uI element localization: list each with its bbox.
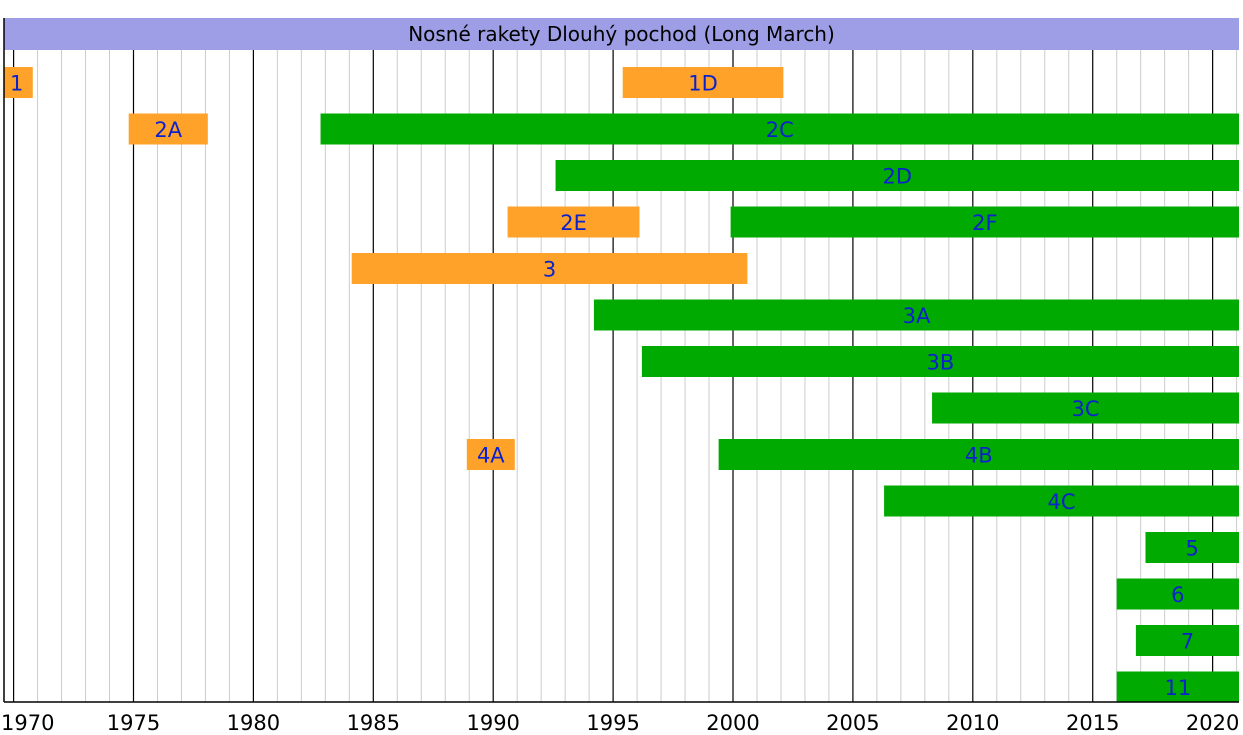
x-tick-label: 2020 — [1186, 711, 1239, 735]
bar-label: 11 — [1164, 676, 1191, 700]
x-tick-label: 1995 — [586, 711, 639, 735]
bar-label: 1D — [688, 72, 718, 96]
bar-4b — [718, 439, 1239, 470]
bar-label: 2C — [766, 118, 794, 142]
bar-label: 2E — [560, 211, 587, 235]
bar-label: 4C — [1048, 490, 1076, 514]
bar-3a — [593, 299, 1239, 331]
bar-label: 2A — [154, 118, 182, 142]
bar-5 — [1145, 532, 1239, 563]
x-tick-label: 2010 — [946, 711, 999, 735]
bar-2c — [320, 113, 1239, 145]
bar-3b — [641, 346, 1239, 377]
bar-3c — [932, 392, 1239, 424]
bar-label: 4B — [965, 444, 993, 468]
bar-label: 3B — [927, 351, 955, 375]
bar-2f — [730, 206, 1239, 238]
x-tick-label: 2005 — [826, 711, 879, 735]
bar-label: 5 — [1186, 537, 1199, 561]
bar-7 — [1135, 625, 1239, 656]
bar-label: 4A — [477, 444, 505, 468]
bar-2a — [128, 113, 208, 145]
bar-6 — [1116, 578, 1239, 610]
x-tick-label: 1985 — [347, 711, 400, 735]
bar-1d — [622, 67, 784, 98]
bar-4c — [884, 485, 1239, 517]
bar-label: 7 — [1181, 630, 1194, 654]
bar-label: 1 — [10, 72, 23, 96]
x-tick-label: 1970 — [1, 711, 54, 735]
chart-title: Nosné rakety Dlouhý pochod (Long March) — [408, 22, 835, 46]
x-tick-label: 2015 — [1066, 711, 1119, 735]
x-tick-label: 1980 — [227, 711, 280, 735]
bar-2d — [555, 160, 1239, 191]
bar-label: 3 — [543, 258, 556, 282]
bar-label: 3A — [903, 304, 931, 328]
bars-layer: 1 1D 2A 2C 2D 2E 2F 3 3A 3B 3C 4A 4B 4C 56 7 11 — [4, 67, 1239, 703]
bar-3 — [351, 253, 748, 284]
bar-1 — [4, 67, 33, 98]
bar-2e — [507, 206, 640, 238]
bar-11 — [1116, 671, 1239, 703]
x-tick-label: 1990 — [466, 711, 519, 735]
bar-4a — [466, 439, 515, 470]
x-axis: 1970 1975 1980 1985 1990 1995 2000 2005 2010 2015… — [1, 18, 1239, 735]
x-tick-label: 1975 — [107, 711, 160, 735]
bar-label: 2F — [972, 211, 997, 235]
title-band — [4, 18, 1239, 50]
bar-label: 2D — [883, 165, 913, 189]
x-tick-label: 2000 — [706, 711, 759, 735]
bar-label: 3C — [1072, 397, 1100, 421]
bar-label: 6 — [1171, 583, 1184, 607]
